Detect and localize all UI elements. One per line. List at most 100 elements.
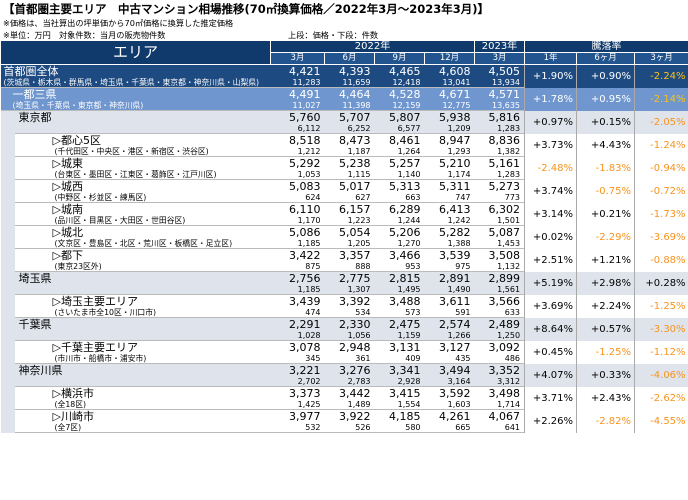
count-cell: 1,185 bbox=[270, 285, 325, 295]
count-cell: 1,212 bbox=[270, 147, 325, 157]
price-cell: 6,413 bbox=[424, 202, 475, 216]
price-cell: 6,110 bbox=[270, 202, 325, 216]
rate-cell: -3.30% bbox=[634, 317, 688, 341]
rate-cell: +0.97% bbox=[524, 110, 577, 134]
price-cell: 3,127 bbox=[424, 340, 475, 354]
count-cell: 663 bbox=[374, 193, 425, 203]
rate-cell: -2.14% bbox=[634, 87, 688, 111]
table-row-counts: (埼玉県・千葉県・東京都・神奈川県) 11,027 11,398 12,159 12,7… bbox=[0, 101, 688, 111]
price-note: ※価格は、当社算出の坪単価から70㎡価格に換算した推定価格 bbox=[3, 18, 234, 28]
rate-cell: +3.71% bbox=[524, 386, 577, 410]
count-cell: 11,659 bbox=[324, 78, 375, 88]
price-cell: 3,341 bbox=[374, 363, 425, 377]
count-cell: 580 bbox=[374, 423, 425, 433]
area-subname: (茨城県・栃木県・群馬県・埼玉県・千葉県・東京都・神奈川県・山梨県) bbox=[0, 78, 271, 88]
area-subname: (千代田区・中央区・港区・新宿区・渋谷区) bbox=[14, 147, 271, 157]
count-cell: 1,140 bbox=[374, 170, 425, 180]
area-subname: (中野区・杉並区・練馬区) bbox=[14, 193, 271, 203]
count-cell: 13,635 bbox=[474, 101, 525, 111]
table-row-counts: (全7区) 532 526 580 665 641 bbox=[1, 423, 688, 433]
table-row: ▷川崎市 3,977 3,922 4,185 4,261 4,067 +2.26% -2.82… bbox=[0, 409, 688, 433]
table-row: ▷横浜市 3,373 3,442 3,415 3,592 3,498 +3.71% +2.43… bbox=[0, 386, 688, 410]
price-cell: 5,707 bbox=[324, 110, 375, 124]
count-cell: 11,027 bbox=[270, 101, 325, 111]
price-cell: 5,311 bbox=[424, 179, 475, 193]
rate-cell: -2.82% bbox=[576, 409, 635, 433]
count-cell: 624 bbox=[270, 193, 325, 203]
price-cell: 2,489 bbox=[474, 317, 525, 331]
count-cell: 1,489 bbox=[324, 400, 375, 410]
count-cell: 1,115 bbox=[324, 170, 375, 180]
table-row-counts: 1,185 1,307 1,495 1,490 1,561 bbox=[1, 285, 688, 295]
month-header: 3月 bbox=[270, 52, 326, 65]
count-cell: 6,112 bbox=[270, 124, 325, 134]
area-name: ▷城北 bbox=[14, 225, 271, 239]
rate-period-header: 1年 bbox=[524, 52, 578, 65]
table-row-counts: (台東区・墨田区・江東区・葛飾区・江戸川区) 1,053 1,115 1,140 1,1… bbox=[1, 170, 688, 180]
table-row-counts: (さいたま市全10区・川口市) 474 534 573 591 633 bbox=[1, 308, 688, 318]
table-row-counts: (中野区・杉並区・練馬区) 624 627 663 747 773 bbox=[1, 193, 688, 203]
count-cell: 1,490 bbox=[424, 285, 475, 295]
price-cell: 8,473 bbox=[324, 133, 375, 147]
price-cell: 2,756 bbox=[270, 271, 325, 285]
month-header: 12月 bbox=[424, 52, 476, 65]
count-cell: 1,603 bbox=[424, 400, 475, 410]
area-subname bbox=[14, 285, 271, 295]
price-cell: 5,087 bbox=[474, 225, 525, 239]
price-cell: 2,775 bbox=[324, 271, 375, 285]
price-cell: 4,185 bbox=[374, 409, 425, 423]
rate-cell: +0.21% bbox=[576, 202, 635, 226]
count-cell: 633 bbox=[474, 308, 525, 318]
rate-cell: -2.48% bbox=[524, 156, 577, 180]
rate-cell: +8.64% bbox=[524, 317, 577, 341]
count-cell: 888 bbox=[324, 262, 375, 272]
rate-cell: +3.69% bbox=[524, 294, 577, 318]
count-cell: 1,187 bbox=[324, 147, 375, 157]
price-cell: 2,899 bbox=[474, 271, 525, 285]
rate-cell: -0.88% bbox=[634, 248, 688, 272]
area-name: ▷千葉主要エリア bbox=[14, 340, 271, 354]
table-row: ▷城西 5,083 5,017 5,313 5,311 5,273 +3.74% -0.75%… bbox=[0, 179, 688, 203]
table-row: ▷千葉主要エリア 3,078 2,948 3,131 3,127 3,092 +0.45% -… bbox=[0, 340, 688, 364]
price-cell: 3,078 bbox=[270, 340, 325, 354]
price-cell: 5,238 bbox=[324, 156, 375, 170]
count-cell: 1,170 bbox=[270, 216, 325, 226]
count-cell: 1,242 bbox=[424, 216, 475, 226]
rate-cell: -4.06% bbox=[634, 363, 688, 387]
rate-cell: +0.57% bbox=[576, 317, 635, 341]
count-cell: 3,312 bbox=[474, 377, 525, 387]
price-cell: 2,948 bbox=[324, 340, 375, 354]
area-name: ▷都心5区 bbox=[14, 133, 271, 147]
price-cell: 5,206 bbox=[374, 225, 425, 239]
area-header: エリア bbox=[0, 40, 272, 65]
price-cell: 5,017 bbox=[324, 179, 375, 193]
table-row-counts: (東京23区外) 875 888 953 975 1,132 bbox=[1, 262, 688, 272]
rate-cell: +1.21% bbox=[576, 248, 635, 272]
area-name: 埼玉県 bbox=[14, 271, 271, 285]
rate-cell: +3.73% bbox=[524, 133, 577, 157]
count-cell: 532 bbox=[270, 423, 325, 433]
count-cell: 1,209 bbox=[424, 124, 475, 134]
count-cell: 11,398 bbox=[324, 101, 375, 111]
count-cell: 474 bbox=[270, 308, 325, 318]
price-cell: 3,539 bbox=[424, 248, 475, 262]
rate-cell: -4.55% bbox=[634, 409, 688, 433]
indent-cell bbox=[0, 110, 15, 134]
count-cell: 1,264 bbox=[374, 147, 425, 157]
count-cell: 1,270 bbox=[374, 239, 425, 249]
price-cell: 8,947 bbox=[424, 133, 475, 147]
indent-cell bbox=[0, 156, 15, 180]
area-name: 千葉県 bbox=[14, 317, 271, 331]
price-cell: 4,571 bbox=[474, 87, 525, 101]
price-cell: 2,291 bbox=[270, 317, 325, 331]
table-row: 一都三県 4,491 4,464 4,528 4,671 4,571 +1.78% +0.95… bbox=[0, 87, 688, 111]
price-cell: 4,608 bbox=[424, 64, 475, 78]
rate-cell: +0.02% bbox=[524, 225, 577, 249]
count-cell: 1,159 bbox=[374, 331, 425, 341]
count-cell: 1,053 bbox=[270, 170, 325, 180]
rate-cell: +0.33% bbox=[576, 363, 635, 387]
count-cell: 1,283 bbox=[474, 124, 525, 134]
rate-cell: +3.74% bbox=[524, 179, 577, 203]
price-cell: 4,465 bbox=[374, 64, 425, 78]
rate-cell: -1.24% bbox=[634, 133, 688, 157]
